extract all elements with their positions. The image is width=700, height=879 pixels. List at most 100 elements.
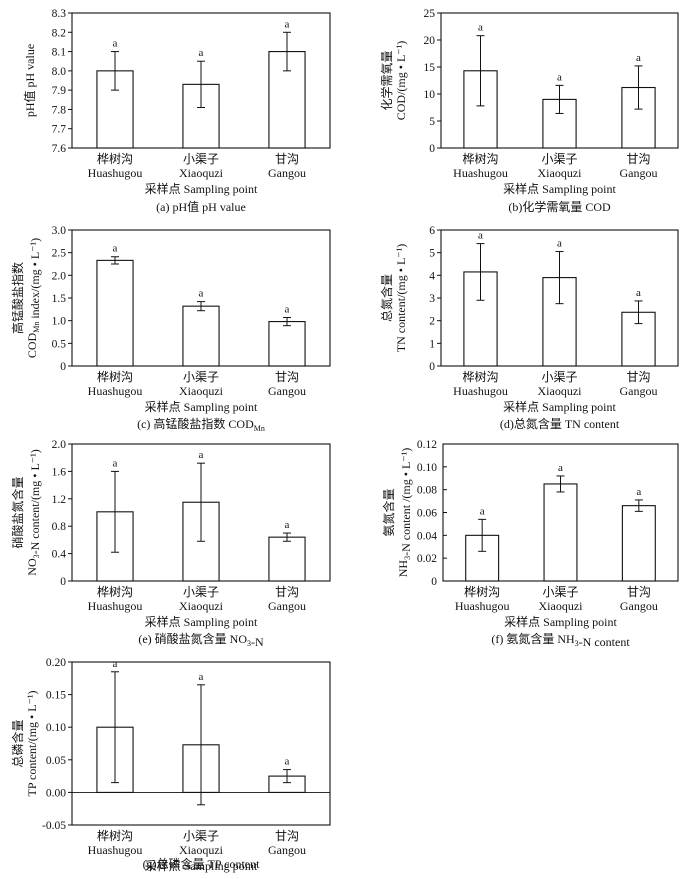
significance-letter: a: [199, 671, 204, 683]
x-category-label-en: Huashugou: [88, 599, 143, 613]
y-tick-label: 1.6: [52, 466, 67, 478]
y-tick-label: 2.0: [52, 270, 67, 282]
y-tick-label: 0.02: [417, 553, 437, 565]
y-axis-title: pH值 pH value: [22, 44, 37, 117]
bar: [268, 536, 306, 582]
y-axis-title-en: TN content/(mg • L⁻¹): [394, 244, 408, 352]
x-category-label-en: Gangou: [620, 599, 658, 613]
x-category-label-en: Huashugou: [453, 384, 508, 398]
y-axis-title-cn: 总氮含量: [379, 274, 394, 322]
x-category-label-cn: 小渠子: [541, 370, 577, 384]
x-category-label-en: Gangou: [620, 166, 658, 180]
y-tick-label: 4: [429, 270, 435, 282]
bar: [268, 321, 306, 367]
y-tick-label: 0.04: [417, 530, 437, 542]
y-tick-label: 0.06: [417, 508, 437, 520]
y-tick-label: 0.8: [52, 521, 67, 533]
significance-letter: a: [636, 486, 641, 498]
significance-letter: a: [478, 22, 483, 34]
y-tick-label: 1.0: [52, 316, 67, 328]
x-category-label-cn: 小渠子: [541, 152, 577, 166]
y-tick-label: 0.05: [46, 755, 66, 767]
y-axis-title-cn: 化学需氧量: [379, 50, 394, 110]
y-axis-title-en: COD/(mg • L⁻¹): [394, 41, 408, 120]
y-tick-label: 8.3: [52, 8, 67, 20]
significance-letter: a: [285, 303, 290, 315]
y-tick-label: 20: [424, 35, 436, 47]
x-category-label-en: Xiaoquzi: [538, 166, 583, 180]
y-tick-label: 25: [424, 8, 436, 20]
significance-letter: a: [285, 519, 290, 531]
x-category-label-en: Gangou: [268, 166, 306, 180]
bar: [182, 305, 220, 367]
y-axis-title-en: NH3-N content /(mg • L⁻¹): [396, 448, 413, 577]
y-tick-label: 0: [429, 361, 435, 373]
y-tick-label: 8.1: [52, 47, 67, 59]
y-tick-label: 7.6: [52, 143, 67, 155]
y-tick-label: 0: [60, 361, 66, 373]
significance-letter: a: [199, 449, 204, 461]
x-category-label-cn: 桦树沟: [462, 151, 498, 166]
significance-letter: a: [113, 457, 118, 469]
y-axis-title-cn: 硝酸盐氮含量: [10, 476, 25, 548]
x-category-label-en: Gangou: [268, 384, 306, 398]
y-tick-label: 7.7: [52, 124, 67, 136]
x-category-label-cn: 小渠子: [542, 585, 578, 599]
significance-letter: a: [285, 18, 290, 30]
y-tick-label: 3.0: [52, 225, 67, 237]
x-category-label-cn: 小渠子: [183, 370, 219, 384]
x-axis-title: 采样点 Sampling point: [503, 181, 616, 196]
y-tick-label: 10: [424, 89, 436, 101]
x-category-label-en: Gangou: [268, 599, 306, 613]
x-category-label-cn: 甘沟: [275, 370, 299, 384]
x-category-label-en: Xiaoquzi: [179, 166, 224, 180]
y-tick-label: 3: [429, 293, 435, 305]
y-axis-title-cn: 氨氮含量: [381, 488, 396, 536]
y-axis-title-en: CODMn index/(mg • L⁻¹): [25, 238, 42, 358]
significance-letter: a: [199, 288, 204, 300]
y-tick-label: 0.00: [46, 787, 66, 799]
x-axis-title: 采样点 Sampling point: [145, 858, 258, 873]
significance-letter: a: [480, 505, 485, 517]
y-axis-title-en: NO3-N content/(mg • L⁻¹): [25, 449, 42, 575]
significance-letter: a: [636, 287, 641, 299]
y-axis-title-cn: 总磷含量: [10, 719, 25, 767]
x-category-label-cn: 甘沟: [627, 585, 651, 599]
bar: [96, 259, 134, 367]
significance-letter: a: [557, 71, 562, 83]
y-tick-label: 0: [60, 576, 66, 588]
x-axis-title: 采样点 Sampling point: [503, 399, 616, 414]
bar: [465, 534, 500, 582]
significance-letter: a: [478, 230, 483, 242]
x-category-label-en: Huashugou: [88, 166, 143, 180]
x-axis-title: 采样点 Sampling point: [145, 181, 258, 196]
plot-frame: [71, 661, 331, 826]
y-tick-label: 1: [429, 338, 435, 350]
y-tick-label: 8.2: [52, 27, 67, 39]
x-category-label-cn: 甘沟: [626, 152, 650, 166]
x-category-label-en: Huashugou: [455, 599, 510, 613]
y-tick-label: 0.20: [46, 657, 66, 669]
significance-letter: a: [558, 462, 563, 474]
panel-caption: (g)总磷含量 TP content: [143, 856, 261, 871]
bar: [543, 483, 578, 582]
x-category-label-en: Xiaoquzi: [538, 384, 583, 398]
panel-caption: (d)总氮含量 TN content: [500, 416, 620, 431]
y-tick-label: 0.12: [417, 439, 437, 451]
y-tick-label: 2.5: [52, 248, 67, 260]
x-category-label-en: Huashugou: [453, 166, 508, 180]
x-category-label-en: Gangou: [620, 384, 658, 398]
y-tick-label: 7.9: [52, 85, 67, 97]
y-tick-label: 0.15: [46, 690, 66, 702]
x-category-label-cn: 桦树沟: [462, 369, 498, 384]
panel-caption: (f) 氨氮含量 NH3-N content: [491, 631, 630, 649]
x-category-label-cn: 小渠子: [183, 585, 219, 599]
significance-letter: a: [285, 756, 290, 768]
y-tick-label: 1.5: [52, 293, 67, 305]
significance-letter: a: [113, 243, 118, 255]
panel-caption: (e) 硝酸盐氮含量 NO3-N: [138, 631, 264, 649]
